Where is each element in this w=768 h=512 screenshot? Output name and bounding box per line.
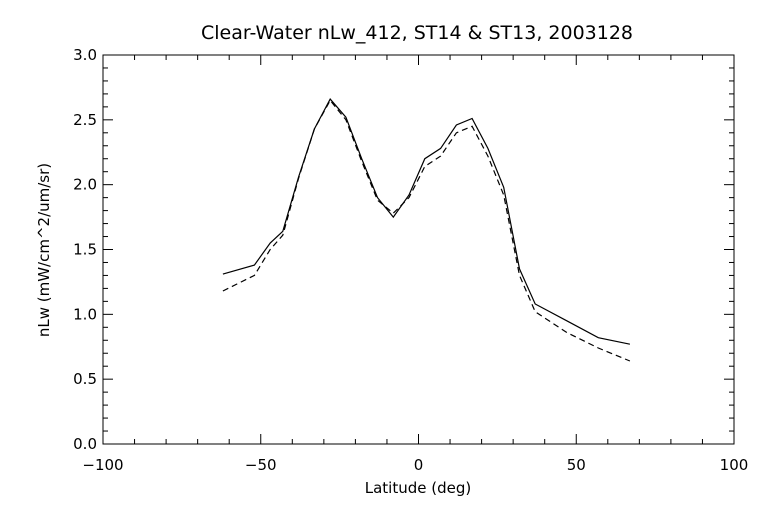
x-tick-label: 0 (414, 456, 424, 474)
x-tick-label: 100 (720, 456, 749, 474)
chart-title: Clear-Water nLw_412, ST14 & ST13, 200312… (201, 22, 633, 44)
x-tick-label: 50 (567, 456, 586, 474)
series-line-dashed (222, 99, 631, 362)
y-tick-label: 1.5 (73, 241, 97, 259)
x-axis-label: Latitude (deg) (365, 479, 471, 497)
y-tick-label: 3.0 (73, 46, 97, 64)
axis-ticks (102, 54, 735, 445)
x-tick-label: −50 (245, 456, 277, 474)
y-tick-label: 1.0 (73, 305, 97, 323)
y-tick-label: 2.0 (73, 176, 97, 194)
axis-tick-labels: −100 −50 0 50 100 0.0 0.5 1.0 1.5 2.0 2.5 3.0 (73, 46, 748, 474)
y-tick-label: 0.0 (73, 435, 97, 453)
y-tick-label: 0.5 (73, 370, 97, 388)
y-tick-label: 2.5 (73, 111, 97, 129)
data-series (222, 98, 631, 362)
x-tick-label: −100 (82, 456, 123, 474)
series-line-solid (222, 98, 631, 345)
y-axis-label: nLw (mW/cm^2/um/sr) (35, 163, 53, 337)
plot-area-frame (102, 54, 735, 445)
